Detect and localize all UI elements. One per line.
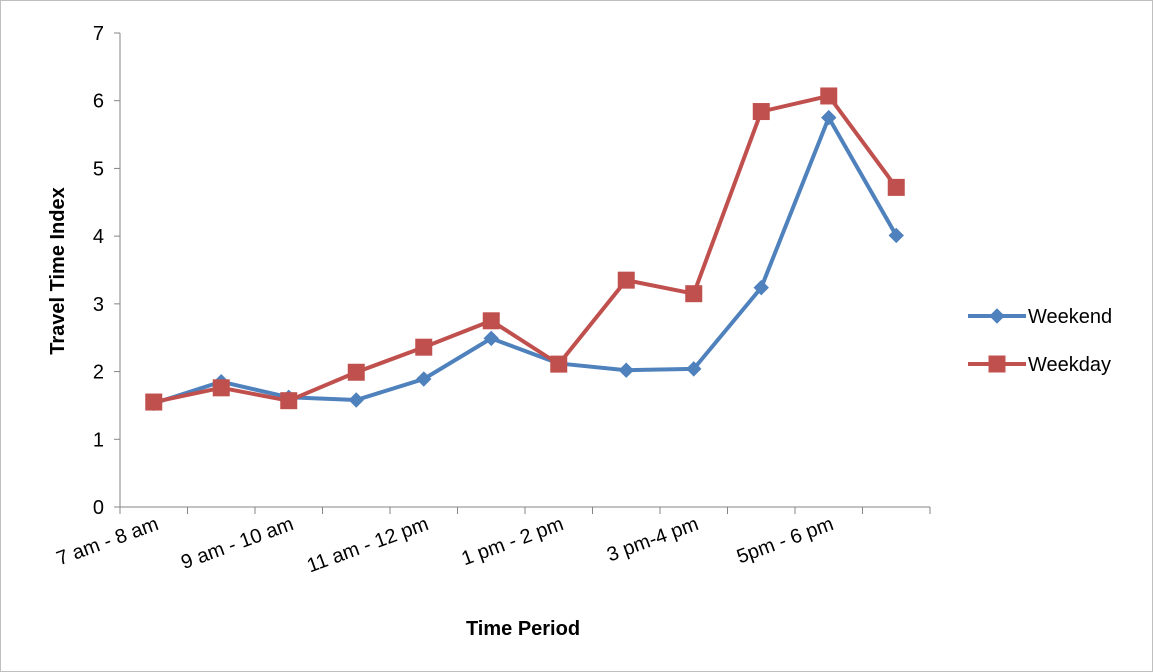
series-weekend-point xyxy=(686,361,702,377)
y-tick-label: 0 xyxy=(93,497,104,519)
y-tick-label: 7 xyxy=(93,23,104,45)
y-tick-label: 4 xyxy=(93,226,104,248)
y-axis-title: Travel Time Index xyxy=(47,187,69,355)
series-weekday-point xyxy=(752,103,770,121)
legend-weekend-label: Weekend xyxy=(1028,306,1112,328)
series-weekday-point xyxy=(212,379,230,397)
series-weekday-point xyxy=(617,271,635,289)
series-weekend-point xyxy=(753,279,769,296)
legend-weekday-marker xyxy=(988,355,1006,373)
series-weekday-point xyxy=(550,355,568,373)
series-weekday-point xyxy=(685,285,703,303)
series-weekday xyxy=(145,87,905,411)
series-weekday-point xyxy=(280,392,298,410)
y-tick-label: 2 xyxy=(93,362,104,384)
series-weekend-point xyxy=(821,109,837,126)
series-weekend-line xyxy=(153,115,898,406)
y-axis: 0 1 2 3 4 5 6 7 xyxy=(93,23,121,519)
series-weekend-point xyxy=(888,227,904,244)
series-weekend-point xyxy=(618,362,634,378)
y-tick-label: 5 xyxy=(93,158,104,180)
series-weekday-point xyxy=(482,312,500,330)
series-weekday-point xyxy=(347,363,365,381)
legend-item-weekend: Weekend xyxy=(968,306,1112,328)
series-weekday-point xyxy=(887,178,905,196)
legend-weekend-marker xyxy=(989,308,1005,324)
series-weekend-point xyxy=(416,371,432,387)
series-weekday-point xyxy=(145,393,163,411)
legend: Weekend Weekday xyxy=(968,306,1112,376)
legend-item-weekday: Weekday xyxy=(968,354,1111,376)
series-weekday-point xyxy=(820,87,838,105)
x-axis-title: Time Period xyxy=(466,618,580,640)
y-tick-label: 3 xyxy=(93,294,104,316)
y-tick-label: 1 xyxy=(93,429,104,451)
series-weekend-point xyxy=(483,330,499,347)
series-layer xyxy=(145,87,905,412)
series-weekday-point xyxy=(415,338,433,356)
series-weekday-line xyxy=(153,93,898,404)
y-tick-label: 6 xyxy=(93,91,104,113)
legend-weekday-label: Weekday xyxy=(1028,354,1111,376)
series-weekend-point xyxy=(348,392,364,408)
